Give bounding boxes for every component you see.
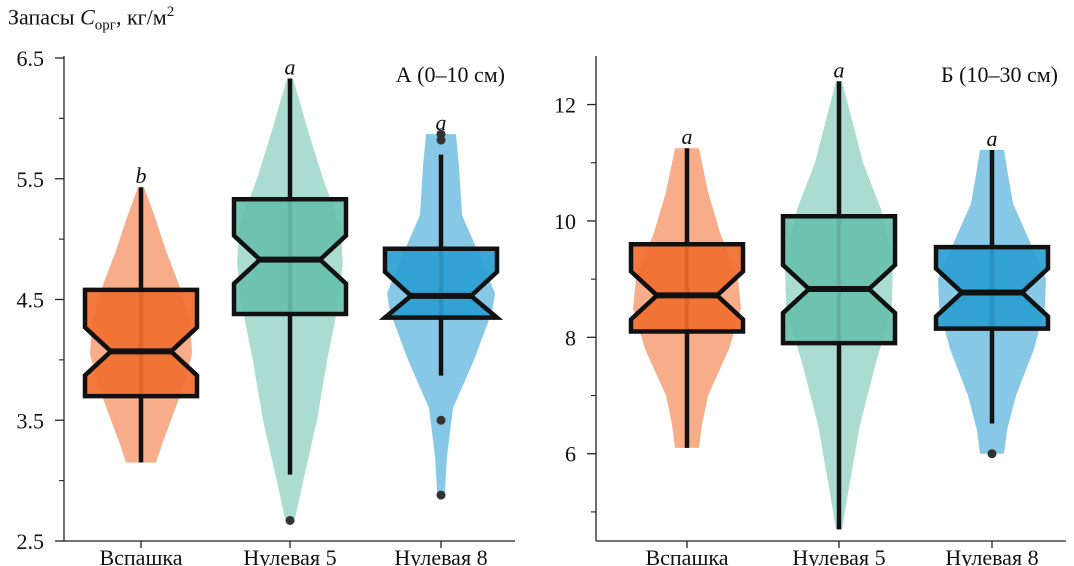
- y-tick-label: 2.5: [17, 529, 45, 554]
- box-notched: [933, 244, 1051, 331]
- panel-1: 2.5 3.5 4.5 5.5 6.5 А (0–10 см) Вспашка b Нулева…: [17, 46, 515, 566]
- group-нулевая-8: Нулевая 8 a: [378, 110, 504, 566]
- y-tick-label: 8: [565, 325, 576, 350]
- outlier-point: [436, 490, 446, 500]
- y-tick-label: 6.5: [17, 46, 45, 71]
- y-tick-label: 6: [565, 442, 576, 467]
- box-notched: [231, 197, 349, 317]
- x-tick-label: Нулевая 8: [394, 545, 487, 566]
- x-tick-label: Нулевая 5: [792, 545, 885, 566]
- group-нулевая-8: Нулевая 8 a: [933, 126, 1051, 566]
- y-tick-label: 4.5: [17, 288, 45, 313]
- y-tick-label: 5.5: [17, 167, 45, 192]
- significance-letter: a: [682, 124, 693, 149]
- outlier-point: [436, 415, 446, 425]
- outlier-point: [987, 449, 997, 459]
- significance-letter: a: [987, 126, 998, 151]
- y-tick-label: 10: [554, 209, 576, 234]
- y-axis-label: Запасы Cорг, кг/м2: [8, 4, 175, 34]
- box-notched: [780, 214, 898, 346]
- box-notched: [378, 246, 504, 320]
- box-notched: [82, 287, 200, 399]
- significance-letter: a: [436, 110, 447, 135]
- outlier-point: [285, 515, 295, 525]
- group-нулевая-5: Нулевая 5 a: [231, 55, 349, 566]
- significance-letter: b: [136, 163, 147, 188]
- box-notched: [628, 241, 746, 334]
- x-tick-label: Вспашка: [99, 545, 182, 566]
- x-tick-label: Нулевая 8: [945, 545, 1038, 566]
- significance-letter: a: [285, 55, 296, 80]
- y-tick-label: 12: [554, 93, 576, 118]
- y-tick-label: 3.5: [17, 408, 45, 433]
- x-tick-label: Нулевая 5: [243, 545, 336, 566]
- group-вспашка: Вспашка a: [628, 124, 746, 566]
- significance-letter: a: [834, 57, 845, 82]
- panel-title: А (0–10 см): [396, 62, 505, 87]
- outlier-point: [436, 129, 446, 139]
- group-нулевая-5: Нулевая 5 a: [780, 57, 898, 566]
- group-вспашка: Вспашка b: [82, 163, 200, 566]
- x-tick-label: Вспашка: [645, 545, 728, 566]
- panel-title: Б (10–30 см): [941, 62, 1058, 87]
